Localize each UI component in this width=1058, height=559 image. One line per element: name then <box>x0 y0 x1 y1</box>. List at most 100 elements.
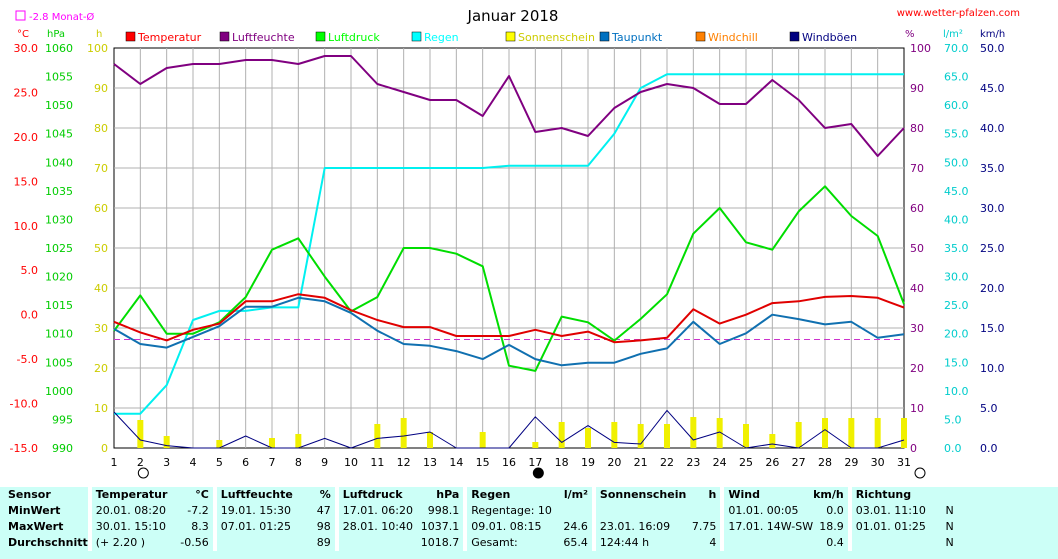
wind-unit: km/h <box>980 29 1005 40</box>
stats-cell: -7.2 <box>187 504 209 517</box>
pressure-tick-label: 1015 <box>45 299 73 312</box>
stats-cell <box>217 535 313 551</box>
axis-tick-labels: 30.025.020.015.010.05.00.0-5.0-10.0-15.0… <box>10 42 1005 469</box>
sunshine-bar <box>558 422 565 448</box>
day-tick-label: 6 <box>242 456 249 469</box>
rain-tick-label: 20.0 <box>944 328 969 341</box>
pressure-tick-label: 995 <box>52 413 73 426</box>
day-tick-label: 18 <box>555 456 569 469</box>
sunshine-tick-label: 60 <box>94 202 108 215</box>
rain-tick-label: 15.0 <box>944 356 969 369</box>
sunshine-bar <box>137 420 144 448</box>
stats-cell: 47 <box>316 504 331 517</box>
stats-cell: 09.01. 08:15 <box>471 520 542 533</box>
temperature-tick-label: 30.0 <box>14 42 39 55</box>
sunshine-tick-label: 30 <box>94 322 108 335</box>
day-tick-label: 23 <box>686 456 700 469</box>
stats-cell: N <box>945 536 954 549</box>
stats-cell <box>724 535 813 551</box>
pressure-tick-label: 1025 <box>45 242 73 255</box>
day-tick-label: 4 <box>190 456 197 469</box>
full-moon-icon <box>914 467 926 479</box>
legend-label: Sonnenschein <box>518 31 595 44</box>
stats-header-rain-unit: l/m² <box>563 488 588 501</box>
day-tick-label: 5 <box>216 456 223 469</box>
sunshine-bar <box>295 434 302 448</box>
stats-header-wind-unit: km/h <box>813 488 844 501</box>
sunshine-tick-label: 100 <box>87 42 108 55</box>
legend-label: Temperatur <box>137 31 202 44</box>
series-line-regen <box>114 73 904 415</box>
day-tick-label: 14 <box>449 456 463 469</box>
stats-cell: N <box>945 520 954 533</box>
stats-cell: 30.01. 15:10 <box>95 520 166 533</box>
stats-header-sunshine: Sonnenschein <box>599 488 687 501</box>
pressure-tick-label: 1035 <box>45 185 73 198</box>
rain-tick-label: 60.0 <box>944 99 969 112</box>
sunshine-bar <box>637 424 644 448</box>
sunshine-tick-label: 10 <box>94 402 108 415</box>
temperature-tick-label: 15.0 <box>14 175 39 188</box>
sunshine-bar <box>848 418 855 448</box>
wind-tick-label: 15.0 <box>980 322 1005 335</box>
day-tick-label: 11 <box>370 456 384 469</box>
day-tick-label: 2 <box>137 456 144 469</box>
stats-cell: 17.01. 14W-SW <box>728 520 814 533</box>
stats-header-humidity-unit: % <box>319 488 331 501</box>
series-line-windböen <box>113 409 905 449</box>
humidity-tick-label: 20 <box>910 362 924 375</box>
full-moon-icon <box>137 467 149 479</box>
legend-swatch <box>125 31 136 42</box>
rain-tick-label: 65.0 <box>944 71 969 84</box>
day-tick-label: 1 <box>111 456 118 469</box>
sunshine-bar <box>427 432 433 448</box>
stats-cell: Gesamt: <box>471 536 518 549</box>
temperature-unit: °C <box>17 29 29 40</box>
stats-row-average: Durchschnitt (+ 2.20 ) -0.56 89 1018.7 Ge… <box>0 535 960 551</box>
wind-tick-label: 10.0 <box>980 362 1005 375</box>
stats-cell: 03.01. 11:10 <box>855 504 926 517</box>
day-tick-label: 30 <box>871 456 885 469</box>
monthly-deviation-label: -2.8 Monat-Ø <box>29 11 94 23</box>
stats-cell <box>339 535 421 551</box>
stats-header-rain: Regen <box>471 488 511 501</box>
stats-cell: 23.01. 16:09 <box>599 520 671 533</box>
sunshine-bar <box>163 436 170 448</box>
sunshine-bar <box>769 434 776 448</box>
rain-tick-label: 25.0 <box>944 299 969 312</box>
stats-header-temperature: Temperatur <box>95 488 168 501</box>
day-tick-label: 8 <box>295 456 302 469</box>
stats-cell: 8.3 <box>191 520 209 533</box>
legend-swatch <box>599 31 610 42</box>
sunshine-bar <box>901 418 907 448</box>
stats-cell: 65.4 <box>563 536 588 549</box>
stats-header-pressure: Luftdruck <box>342 488 403 501</box>
pressure-tick-label: 1000 <box>45 385 73 398</box>
wind-tick-label: 35.0 <box>980 162 1005 175</box>
humidity-unit: % <box>905 29 915 40</box>
day-tick-label: 15 <box>476 456 490 469</box>
series-line-temperatur <box>113 293 905 344</box>
series-lines <box>113 55 905 449</box>
source-link[interactable]: www.wetter-pfalzen.com <box>897 8 1020 19</box>
wind-tick-label: 40.0 <box>980 122 1005 135</box>
stats-cell: N <box>945 504 954 517</box>
rain-tick-label: 0.0 <box>944 442 962 455</box>
humidity-tick-label: 100 <box>910 42 931 55</box>
sunshine-tick-label: 0 <box>101 442 108 455</box>
sunshine-bar <box>822 418 828 448</box>
wind-tick-label: 25.0 <box>980 242 1005 255</box>
deviation-marker-icon <box>15 10 26 21</box>
rain-tick-label: 50.0 <box>944 156 969 169</box>
day-tick-label: 3 <box>163 456 170 469</box>
humidity-tick-label: 0 <box>910 442 917 455</box>
temperature-tick-label: 20.0 <box>14 131 39 144</box>
stats-cell: 0.4 <box>826 536 844 549</box>
sunshine-tick-label: 20 <box>94 362 108 375</box>
stats-cell: 98 <box>316 520 331 533</box>
stats-cell: 18.9 <box>819 520 844 533</box>
stats-header-wind: Wind <box>728 488 760 501</box>
sunshine-bar <box>585 428 591 448</box>
humidity-tick-label: 30 <box>910 322 924 335</box>
stats-cell: 4 <box>709 536 717 549</box>
